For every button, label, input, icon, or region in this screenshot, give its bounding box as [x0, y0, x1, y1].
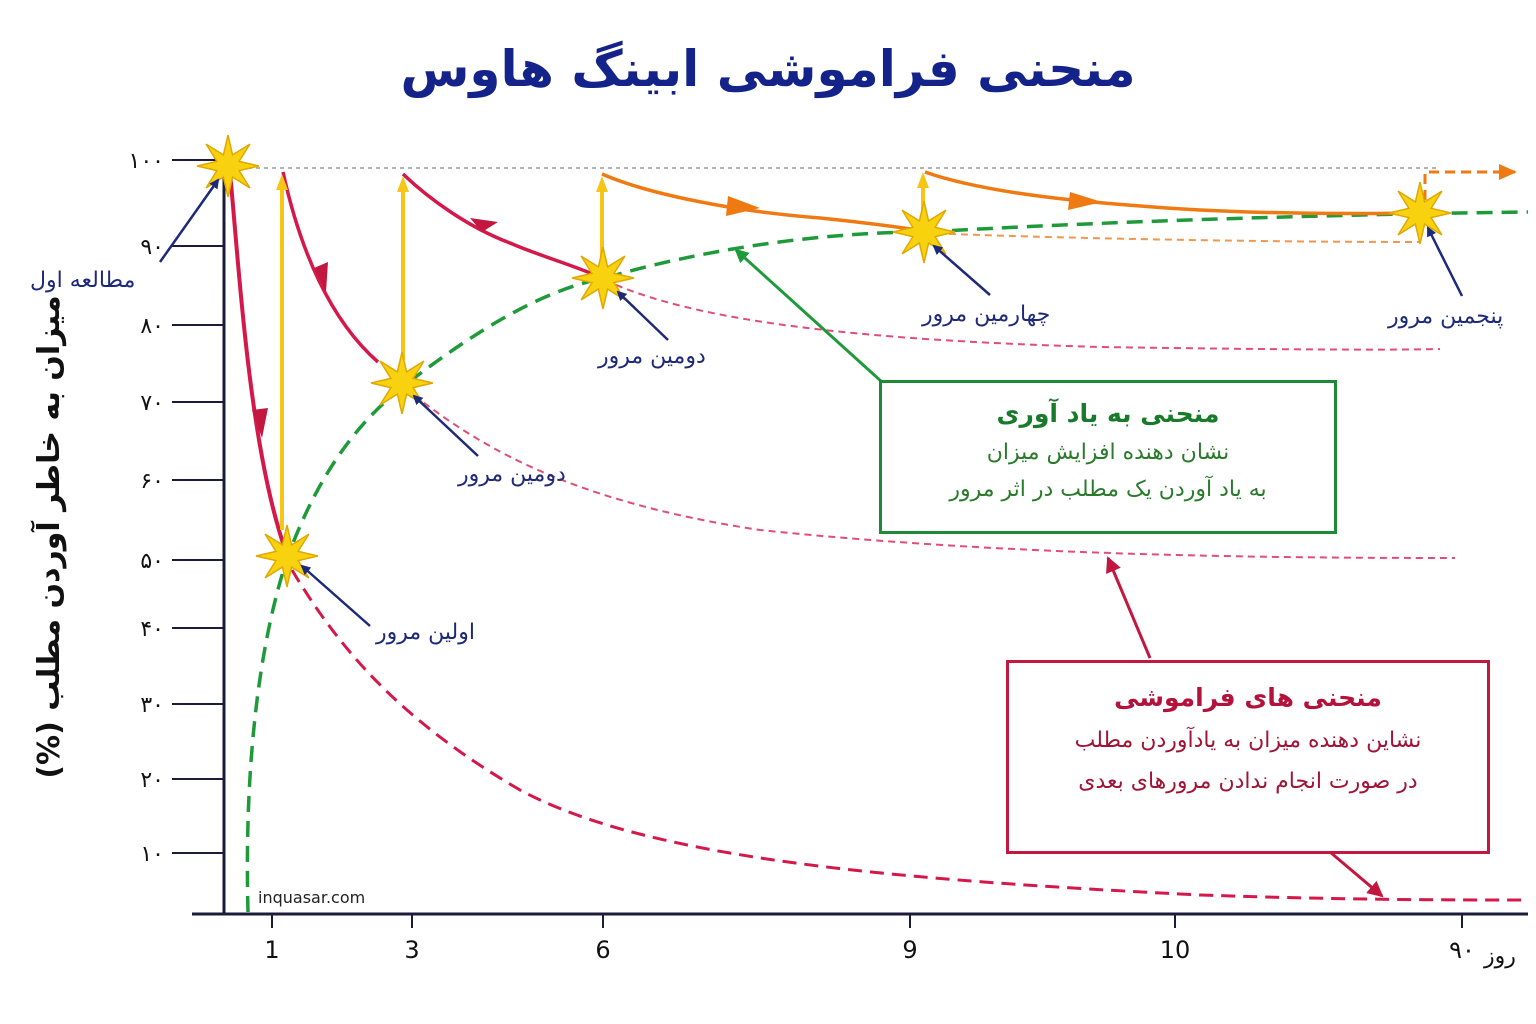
x-tick-label: 9	[902, 936, 917, 964]
review-star	[1388, 181, 1452, 245]
annotation-fourth-review: چهارمین مرور	[922, 302, 1051, 327]
forget-legend-box: منحنی های فراموشی نشاین دهنده میزان به ی…	[1006, 660, 1490, 854]
forgetting-tail-4	[924, 232, 1421, 243]
recall-box-line1: نشان دهنده افزایش میزان	[986, 440, 1230, 465]
recall-box-line2: به یاد آوردن یک مطلب در اثر مرور	[949, 477, 1267, 502]
final-retention-arrow	[1423, 164, 1517, 200]
y-tick-label: ۸۰	[140, 314, 164, 339]
annotation-pointers	[158, 178, 1464, 627]
forget-box-line2: در صورت انجام ندادن مرورهای بعدی	[1078, 769, 1418, 794]
y-tick-label: ۳۰	[140, 693, 164, 718]
forgetting-curve-3	[401, 172, 601, 279]
curve-direction-arrows	[252, 218, 498, 438]
annotation-first-review: اولین مرور	[376, 620, 475, 645]
annotation-second-review-low: دومین مرور	[458, 462, 566, 487]
forgetting-curve-4	[601, 172, 919, 232]
annotation-second-review-high: دومین مرور	[598, 344, 706, 369]
annotation-fifth-review: پنجمین مرور	[1388, 304, 1504, 329]
x-axis-unit: روز	[1484, 944, 1516, 969]
forgetting-curve-2	[281, 171, 380, 364]
y-tick-label: ۷۰	[140, 391, 164, 416]
forgetting-tail-2	[404, 387, 1456, 559]
x-tick-label: ۹۰	[1449, 936, 1475, 964]
review-star	[255, 524, 319, 588]
source-credit: inquasar.com	[258, 888, 366, 907]
y-tick-group: ۱۰۰ ۹۰ ۸۰ ۷۰ ۶۰ ۵۰ ۴۰ ۳۰ ۲۰ ۱۰	[129, 149, 224, 867]
y-tick-label: ۱۰	[140, 842, 164, 867]
forget-box-pointer-up	[1106, 556, 1152, 659]
review-star	[892, 200, 956, 264]
forgetting-curve-5	[924, 170, 1416, 216]
recall-box-title: منحنی به یاد آوری	[996, 399, 1220, 428]
x-tick-label: 1	[264, 936, 279, 964]
forget-box-title: منحنی های فراموشی	[1114, 683, 1382, 712]
y-tick-label: ۶۰	[140, 469, 164, 494]
first-study-star	[196, 134, 260, 198]
recall-curve	[245, 210, 1529, 913]
annotation-first-study: مطالعه اول	[30, 268, 136, 293]
forgetting-curve-1	[228, 171, 288, 553]
y-tick-label: ۹۰	[140, 235, 164, 260]
x-tick-group: 1 3 6 9 10 ۹۰	[264, 914, 1475, 964]
chart-title: منحنی فراموشی ابینگ هاوس	[400, 40, 1136, 98]
y-tick-label: ۲۰	[140, 768, 164, 793]
y-axis-label: میزان به خاطر آوردن مطلب (%)	[32, 295, 67, 779]
forget-box-pointer-down	[1329, 850, 1384, 898]
x-tick-label: 10	[1160, 936, 1191, 964]
orange-direction-arrows	[726, 192, 1102, 216]
forget-box-line1: نشاین دهنده میزان به یادآوردن مطلب	[1074, 728, 1422, 753]
forgetting-tail-3	[604, 279, 1441, 351]
y-tick-label: ۵۰	[140, 549, 164, 574]
y-tick-label: ۱۰۰	[129, 149, 164, 174]
forgetting-tail-1	[290, 569, 1529, 902]
recall-box-pointer	[734, 248, 884, 384]
y-tick-label: ۴۰	[140, 617, 164, 642]
x-tick-label: 6	[595, 936, 610, 964]
recall-legend-box: منحنی به یاد آوری نشان دهنده افزایش میزا…	[879, 380, 1337, 534]
x-tick-label: 3	[404, 936, 419, 964]
